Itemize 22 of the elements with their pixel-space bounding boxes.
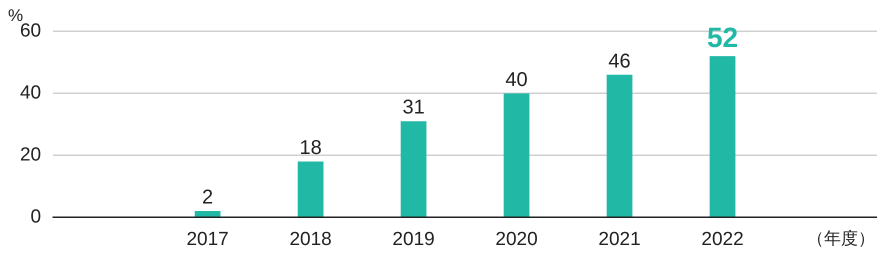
x-tick-label: 2021 [598, 228, 641, 250]
data-label: 31 [402, 96, 425, 119]
data-label: 2 [202, 186, 214, 209]
bar [710, 56, 736, 216]
y-tick-label: 20 [20, 144, 42, 166]
bar [606, 74, 632, 216]
x-tick-label: 2020 [495, 228, 538, 250]
y-tick-label: 0 [30, 206, 42, 228]
bar [298, 161, 324, 216]
data-label: 18 [299, 136, 322, 159]
x-tick-label: 2018 [289, 228, 332, 250]
x-tick-label: 2017 [186, 228, 229, 250]
data-label: 40 [505, 68, 528, 91]
bar [400, 121, 426, 216]
y-tick-label: 40 [20, 82, 42, 104]
x-axis-title: （年度） [807, 228, 875, 248]
data-label: 52 [706, 22, 738, 53]
bar [194, 211, 220, 216]
x-tick-label: 2019 [392, 228, 435, 250]
data-label: 46 [608, 50, 631, 72]
x-tick-label: 2022 [701, 228, 744, 250]
bar [504, 93, 530, 216]
